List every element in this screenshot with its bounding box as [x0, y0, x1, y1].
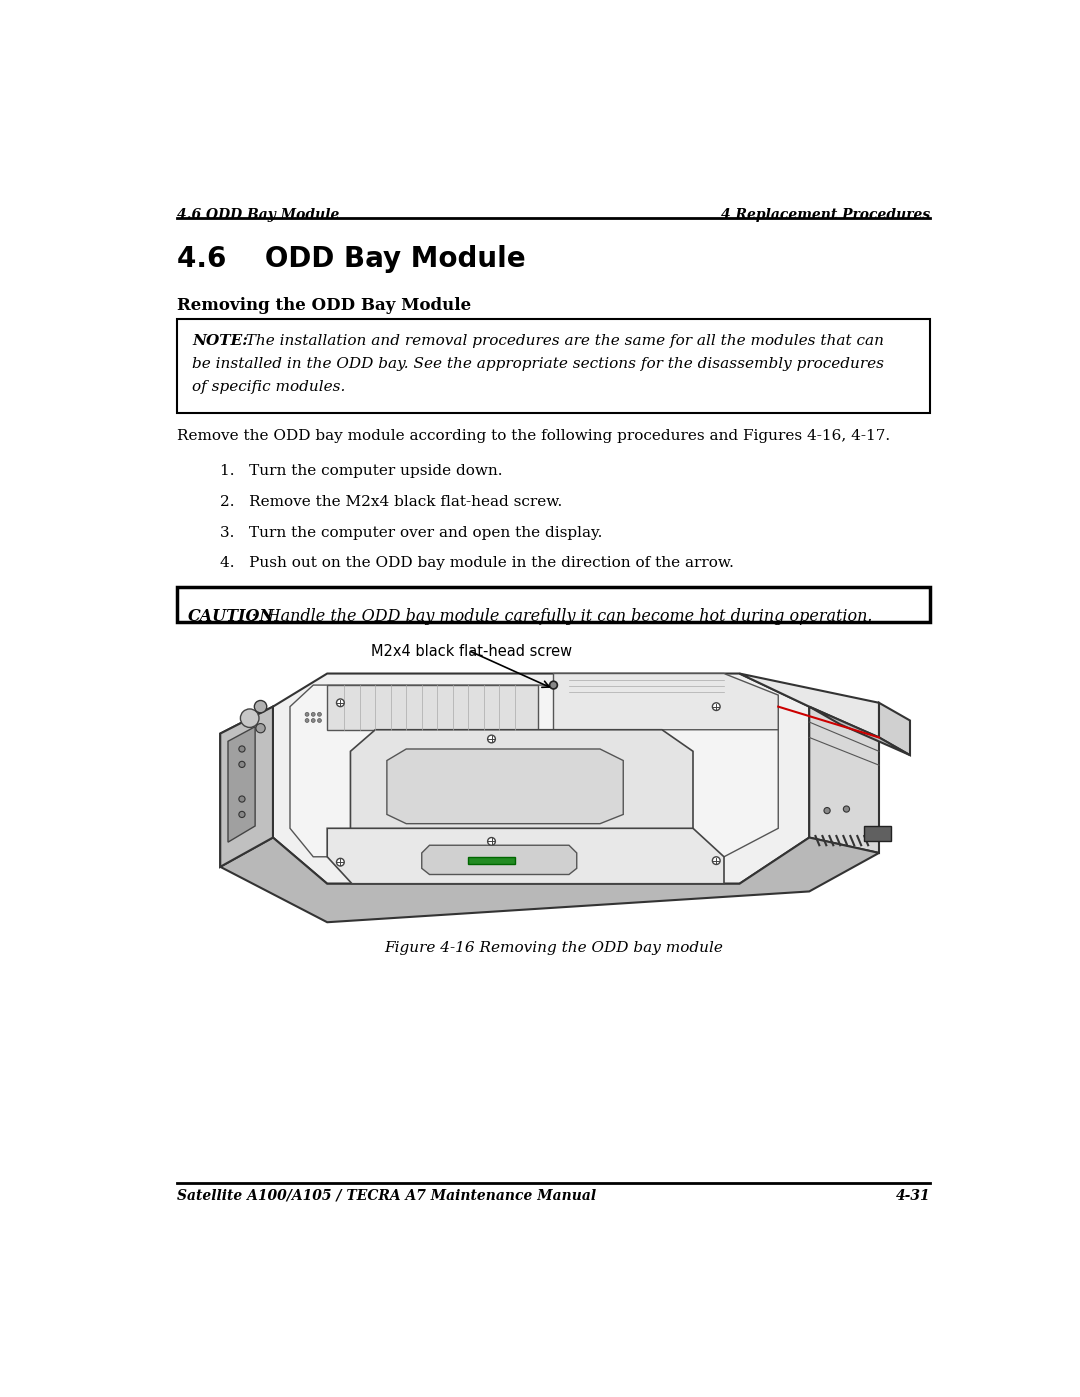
Text: 2.   Remove the M2x4 black flat-head screw.: 2. Remove the M2x4 black flat-head screw… [220, 495, 563, 509]
Circle shape [311, 712, 315, 717]
Circle shape [337, 858, 345, 866]
Circle shape [713, 856, 720, 865]
Text: 4.6    ODD Bay Module: 4.6 ODD Bay Module [177, 244, 526, 272]
Polygon shape [422, 845, 577, 875]
Polygon shape [469, 856, 515, 865]
Polygon shape [327, 828, 724, 884]
Circle shape [337, 698, 345, 707]
Circle shape [256, 724, 266, 733]
Circle shape [318, 718, 322, 722]
Text: 1.   Turn the computer upside down.: 1. Turn the computer upside down. [220, 464, 503, 478]
Polygon shape [327, 685, 538, 729]
Circle shape [488, 735, 496, 743]
Text: NOTE:: NOTE: [192, 334, 248, 348]
Text: be installed in the ODD bay. See the appropriate sections for the disassembly pr: be installed in the ODD bay. See the app… [192, 358, 885, 372]
Text: 3.   Turn the computer over and open the display.: 3. Turn the computer over and open the d… [220, 525, 603, 539]
Text: :  Handle the ODD bay module carefully it can become hot during operation.: : Handle the ODD bay module carefully it… [252, 608, 873, 624]
Polygon shape [879, 703, 910, 756]
Circle shape [241, 708, 259, 728]
Text: of specific modules.: of specific modules. [192, 380, 346, 394]
Text: 4 Replacement Procedures: 4 Replacement Procedures [721, 208, 930, 222]
Polygon shape [554, 673, 779, 729]
Circle shape [824, 807, 831, 813]
Circle shape [239, 812, 245, 817]
Text: M2x4 black flat-head screw: M2x4 black flat-head screw [372, 644, 572, 658]
Text: Figure 4-16 Removing the ODD bay module: Figure 4-16 Removing the ODD bay module [384, 942, 723, 956]
Text: CAUTION: CAUTION [188, 608, 274, 624]
Bar [177, 587, 930, 622]
Polygon shape [273, 673, 809, 884]
Polygon shape [220, 838, 879, 922]
Circle shape [239, 746, 245, 752]
Polygon shape [740, 673, 879, 738]
Circle shape [550, 682, 557, 689]
Polygon shape [809, 707, 910, 756]
Circle shape [239, 761, 245, 767]
Text: Satellite A100/A105 / TECRA A7 Maintenance Manual: Satellite A100/A105 / TECRA A7 Maintenan… [177, 1189, 596, 1203]
Text: The installation and removal procedures are the same for all the modules that ca: The installation and removal procedures … [235, 334, 883, 348]
Text: Removing the ODD Bay Module: Removing the ODD Bay Module [177, 298, 471, 314]
Circle shape [488, 838, 496, 845]
Circle shape [843, 806, 850, 812]
Circle shape [239, 796, 245, 802]
Circle shape [306, 718, 309, 722]
Circle shape [306, 712, 309, 717]
Circle shape [255, 700, 267, 712]
Polygon shape [220, 707, 273, 866]
Circle shape [311, 718, 315, 722]
Polygon shape [864, 826, 891, 841]
Polygon shape [350, 729, 693, 845]
Polygon shape [387, 749, 623, 824]
Polygon shape [228, 726, 255, 842]
Polygon shape [291, 685, 779, 856]
Circle shape [318, 712, 322, 717]
Text: 4-31: 4-31 [895, 1189, 930, 1203]
Text: 4.   Push out on the ODD bay module in the direction of the arrow.: 4. Push out on the ODD bay module in the… [220, 556, 734, 570]
Circle shape [713, 703, 720, 711]
Bar [177, 319, 930, 412]
Polygon shape [809, 707, 879, 854]
Text: Remove the ODD bay module according to the following procedures and Figures 4-16: Remove the ODD bay module according to t… [177, 429, 890, 443]
Text: 4.6 ODD Bay Module: 4.6 ODD Bay Module [177, 208, 339, 222]
Polygon shape [220, 707, 273, 866]
